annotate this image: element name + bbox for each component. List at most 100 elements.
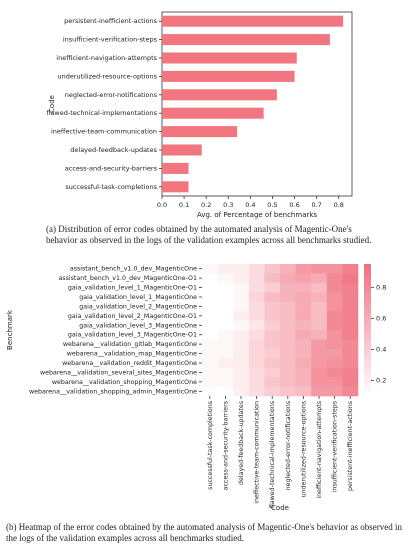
bar [162, 34, 330, 46]
colorbar-tick-label: 0.8 [376, 283, 386, 291]
heatmap-cell [280, 377, 296, 387]
y-tick-label: ineffective-team-communication [51, 128, 157, 136]
heatmap-cell [217, 273, 234, 284]
heatmap-cell [202, 282, 218, 293]
y-tick-label: insufficient-verification-steps [63, 36, 158, 44]
heatmap-cell [326, 358, 343, 369]
heatmap-cell [295, 282, 312, 293]
bar [162, 70, 295, 82]
heatmap-cell [295, 301, 312, 312]
heatmap-cell [295, 264, 312, 274]
heatmap-cell [264, 311, 281, 321]
heatmap-cell [326, 282, 343, 293]
bar [162, 162, 189, 174]
heatmap-cell [202, 273, 218, 284]
heatmap-cell [264, 377, 281, 387]
y-tick-label: webarena__validation_gitlab_MagenticOne [63, 341, 197, 348]
x-tick-label: ineffective-team-communication [254, 401, 261, 504]
x-tick-label: neglected-error-notifications [285, 401, 292, 490]
heatmap-cell [311, 377, 328, 387]
heatmap-cell [280, 330, 296, 340]
heatmap-cell [311, 292, 328, 303]
y-tick-label: persistent-inefficient-actions [64, 17, 158, 25]
heatmap-cell [202, 292, 218, 303]
heatmap-cell [280, 282, 296, 293]
heatmap-cell [233, 282, 250, 293]
x-tick-label: 0.5 [267, 201, 277, 209]
heatmap-cell [233, 348, 250, 359]
heatmap-cell [248, 358, 265, 369]
bar [162, 107, 264, 119]
heatmap-cell [326, 367, 343, 378]
heatmap-cell [264, 264, 281, 274]
heatmap-cell [217, 330, 234, 340]
heatmap-cell [233, 301, 250, 312]
heatmap-cell [326, 320, 343, 331]
heatmap-cell [280, 273, 296, 284]
heatmap-cell [233, 320, 250, 331]
heatmap-cell [280, 320, 296, 331]
heatmap-cell [295, 311, 312, 321]
heatmap-cell [311, 320, 328, 331]
y-tick-label: inefficient-navigation-attempts [56, 54, 157, 62]
y-tick-label: assistant_bench_v1.0_dev_MagenticOne-O1 [58, 275, 197, 282]
caption-b: (b) Heatmap of the error codes obtained … [6, 522, 402, 543]
y-tick-label: webarena__validation_several_sites_Magen… [40, 369, 197, 376]
heatmap-cell [233, 377, 250, 387]
heatmap-cell [217, 386, 234, 397]
heatmap-cell [233, 339, 250, 350]
x-tick-label: inefficient-navigation-attempts [316, 401, 323, 499]
heatmap-cell [342, 311, 359, 321]
heatmap-cell [342, 348, 359, 359]
heatmap-cell [295, 273, 312, 284]
y-tick-label: neglected-error-notifications [65, 91, 158, 99]
heatmap-cell [280, 264, 296, 274]
heatmap-cell [326, 301, 343, 312]
heatmap-cell [326, 377, 343, 387]
heatmap-cell [248, 282, 265, 293]
bar [162, 181, 189, 193]
heatmap-cell [295, 386, 312, 397]
heatmap-cell [248, 273, 265, 284]
heatmap-cell [295, 292, 312, 303]
heatmap-cell [248, 320, 265, 331]
y-tick-label: delayed-feedback-updates [70, 146, 157, 154]
heatmap-cell [217, 292, 234, 303]
bar [162, 144, 202, 156]
y-tick-label: flawed-technical-implementations [46, 109, 157, 117]
heatmap-cell [326, 386, 343, 397]
heatmap-cell [295, 358, 312, 369]
heatmap-cell [295, 320, 312, 331]
heatmap-cell [217, 377, 234, 387]
heatmap-cell [233, 264, 250, 274]
x-tick-label: flawed-technical-implementations [269, 401, 276, 508]
heatmap-cell [295, 367, 312, 378]
heatmap-cell [202, 339, 218, 350]
x-tick-label: 0.4 [245, 201, 255, 209]
y-tick-label: underutilized-resource-options [57, 72, 157, 80]
heatmap-cell [311, 367, 328, 378]
heatmap-cell [217, 320, 234, 331]
heatmap-cell [264, 330, 281, 340]
heatmap-cell [264, 386, 281, 397]
heatmap-cell [264, 348, 281, 359]
heatmap-cell [217, 311, 234, 321]
heatmap-cell [280, 301, 296, 312]
x-tick-label: delayed-feedback-updates [238, 401, 245, 485]
heatmap-cell [248, 330, 265, 340]
heatmap-cell [202, 311, 218, 321]
x-tick-label: 0.3 [223, 201, 233, 209]
heatmap-cell [326, 264, 343, 274]
heatmap-cell [280, 292, 296, 303]
heatmap-cell [233, 311, 250, 321]
x-tick-label: underutilized-resource-options [300, 401, 307, 497]
heatmap-cell [264, 339, 281, 350]
y-tick-label: gaia_validation_level_3_MagenticOne [79, 322, 197, 329]
colorbar [364, 264, 371, 396]
heatmap-cell [233, 358, 250, 369]
y-axis-label: Benchmark [6, 309, 14, 350]
x-tick-label: access-and-security-barriers [222, 401, 229, 490]
heatmap-cell [295, 348, 312, 359]
heatmap-cell [342, 264, 359, 274]
